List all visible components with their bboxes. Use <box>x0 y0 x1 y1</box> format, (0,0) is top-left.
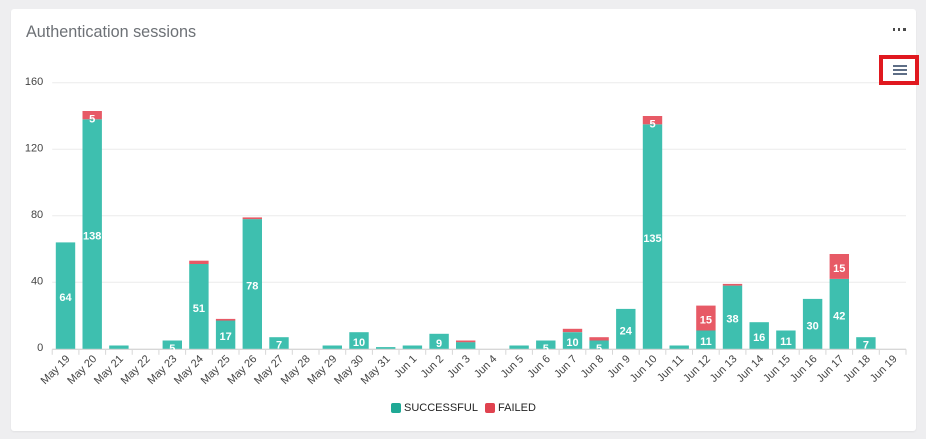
svg-text:160: 160 <box>25 76 43 88</box>
svg-text:Jun 3: Jun 3 <box>445 353 473 381</box>
svg-text:Jun 18: Jun 18 <box>841 353 873 385</box>
svg-text:42: 42 <box>833 310 845 322</box>
svg-text:Jun 7: Jun 7 <box>552 353 580 381</box>
svg-text:Jun 17: Jun 17 <box>815 353 847 385</box>
svg-text:5: 5 <box>543 343 549 355</box>
svg-text:38: 38 <box>726 314 738 326</box>
svg-text:Jun 15: Jun 15 <box>761 353 793 385</box>
svg-text:51: 51 <box>193 303 205 315</box>
svg-text:Jun 12: Jun 12 <box>681 353 713 385</box>
svg-text:17: 17 <box>219 331 231 343</box>
svg-text:Jun 11: Jun 11 <box>655 353 686 384</box>
svg-text:Jun 5: Jun 5 <box>499 353 527 381</box>
svg-text:15: 15 <box>833 263 845 275</box>
svg-text:May 31: May 31 <box>359 353 393 387</box>
svg-text:11: 11 <box>780 336 792 348</box>
svg-text:7: 7 <box>863 340 869 352</box>
svg-text:15: 15 <box>700 315 712 327</box>
svg-text:5: 5 <box>649 119 655 131</box>
svg-text:64: 64 <box>59 292 72 304</box>
svg-text:11: 11 <box>700 336 712 348</box>
svg-text:80: 80 <box>31 209 43 221</box>
svg-text:Jun 2: Jun 2 <box>419 353 447 381</box>
svg-text:10: 10 <box>353 337 365 349</box>
svg-text:10: 10 <box>566 337 578 349</box>
svg-text:5: 5 <box>169 343 175 355</box>
svg-text:30: 30 <box>806 320 818 332</box>
svg-text:5: 5 <box>89 114 95 126</box>
svg-text:Jun 4: Jun 4 <box>472 353 500 381</box>
svg-text:120: 120 <box>25 143 43 155</box>
svg-text:Jun 13: Jun 13 <box>708 353 740 385</box>
svg-text:Jun 8: Jun 8 <box>579 353 607 381</box>
svg-text:Jun 14: Jun 14 <box>734 353 766 385</box>
svg-text:Jun 10: Jun 10 <box>628 353 660 385</box>
svg-text:Jun 6: Jun 6 <box>525 353 553 381</box>
svg-text:78: 78 <box>246 280 258 292</box>
svg-text:Jun 19: Jun 19 <box>868 353 900 385</box>
svg-text:Jun 1: Jun 1 <box>392 353 420 381</box>
svg-text:24: 24 <box>620 325 633 337</box>
svg-text:0: 0 <box>37 342 43 354</box>
svg-text:135: 135 <box>643 233 661 245</box>
svg-text:40: 40 <box>31 276 43 288</box>
svg-text:9: 9 <box>436 338 442 350</box>
svg-text:Jun 16: Jun 16 <box>788 353 820 385</box>
svg-text:7: 7 <box>276 340 282 352</box>
svg-text:16: 16 <box>753 332 765 344</box>
svg-text:138: 138 <box>83 231 101 243</box>
svg-text:5: 5 <box>596 343 602 355</box>
